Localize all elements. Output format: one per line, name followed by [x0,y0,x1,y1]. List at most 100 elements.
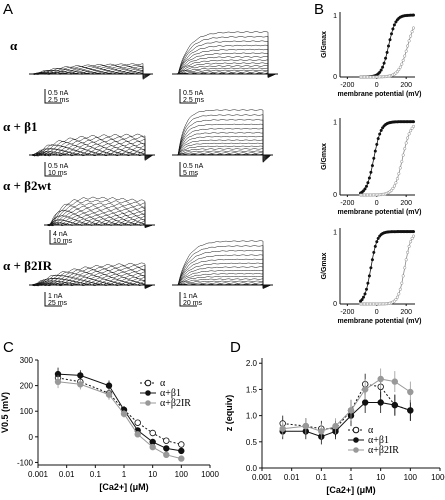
data-point [318,428,325,435]
scale-time-label: 2.5 ms [183,97,205,104]
legend-label-alpha-beta1: α+β1 [160,388,181,399]
scale-current-label: 0.5 nA [48,90,69,97]
gv-fit-line [359,14,414,78]
gv-point [398,65,402,69]
z-equiv-plot: 0.001 0.01 0.1 1 10 100 1000 0.0 0.5 1.0 1.5 2.0 [Ca… [224,358,445,495]
gv-point [370,164,374,168]
data-point [332,422,339,430]
gv-point [407,132,411,136]
current-trace [30,262,154,290]
scale-time-label: 5 ms [183,170,199,177]
current-trace [31,67,152,78]
y-tick-label: 200 [20,382,34,391]
x-tick-label: 0.1 [316,473,328,482]
current-trace [45,196,154,229]
data-point [149,443,156,451]
current-trace [45,202,154,228]
y-tick-label: 100 [20,407,34,416]
current-trace [173,266,272,288]
gv-point [409,240,413,244]
data-point [178,447,185,455]
y-tick-label: -100 [17,458,34,467]
current-trace [173,280,272,286]
y-axis-label: G/Gmax [321,31,328,58]
current-trace [173,152,272,156]
current-trace [173,282,272,286]
data-point [407,407,414,414]
y-tick-label: 1 [333,120,337,127]
trace-family [172,31,278,79]
condition-label-alpha: α [10,38,18,53]
gv-point [409,34,413,38]
gv-point [407,244,411,248]
scale-time-label: 2.5 ms [48,97,70,104]
panel-letter-c: C [3,339,14,356]
current-trace [31,145,154,159]
current-trace [173,123,272,162]
current-trace [174,114,272,163]
gv-point [392,23,396,27]
y-tick-label: 0.5 [246,438,258,447]
current-trace [30,141,154,160]
current-trace [45,199,154,228]
current-trace [30,138,154,160]
gv-point [411,230,416,234]
current-trace [174,269,272,288]
y-tick-label: 1.0 [246,412,258,421]
current-trace [174,59,277,77]
x-axis-label: membrane potential (mV) [337,91,421,98]
x-tick-label: 1 [122,470,127,479]
gv-point [394,181,398,185]
current-trace [30,133,154,161]
current-trace [30,269,154,289]
current-trace [174,245,272,289]
current-trace [30,69,152,77]
current-trace [173,250,272,289]
gv-point [376,236,380,240]
scale-bar-row2-right: 0.5 nA 5 ms [179,162,204,177]
legend-label-alpha-beta1: α+β1 [368,435,389,446]
current-trace [30,279,154,287]
data-point [105,391,113,398]
current-trace [173,44,277,78]
trace-family [29,63,153,80]
gv-point [385,50,389,54]
gv-point [389,32,394,36]
y-tick-label: 1 [333,230,337,237]
gv-point [400,160,404,164]
scale-current-label: 1 nA [183,293,198,300]
trace-family [29,133,155,161]
fit-line [282,402,411,438]
gv-point [406,136,410,140]
current-trace [174,258,272,288]
trace-family [172,240,273,290]
y-axis-label: G/Gmax [321,143,328,170]
gv-point [392,184,396,188]
y-tick-label: 0 [333,192,337,199]
y-tick-label: 1 [333,13,337,20]
x-axis-label: [Ca2+] (μM) [326,485,375,495]
data-point [362,399,369,406]
gv-point [401,58,405,62]
data-point [77,381,84,388]
current-traces [29,31,278,290]
scale-bar-row4-left: 1 nA 25 ms [44,292,68,307]
gv-point [382,61,386,65]
x-tick-label: 100 [404,473,418,482]
gv-point [372,156,376,160]
y-tick-label: 1.5 [246,385,258,394]
current-trace [30,264,154,289]
gv-point [407,39,411,43]
scale-time-label: 20 ms [183,300,203,307]
current-trace [173,145,272,158]
current-trace [173,65,277,76]
fit-line [282,378,411,432]
current-trace [45,208,154,228]
data-point [302,422,309,430]
gv-point [400,62,404,66]
gv-point [404,49,408,53]
x-tick-label: 200 [400,82,412,89]
fit-line [282,383,411,430]
current-trace [174,48,277,77]
